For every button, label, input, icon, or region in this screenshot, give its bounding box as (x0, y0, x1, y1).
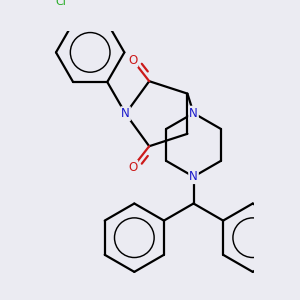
Text: N: N (121, 107, 130, 120)
Text: Cl: Cl (56, 0, 66, 7)
Text: N: N (189, 170, 198, 183)
Text: O: O (128, 161, 137, 174)
Text: N: N (189, 107, 198, 120)
Text: O: O (128, 53, 137, 67)
